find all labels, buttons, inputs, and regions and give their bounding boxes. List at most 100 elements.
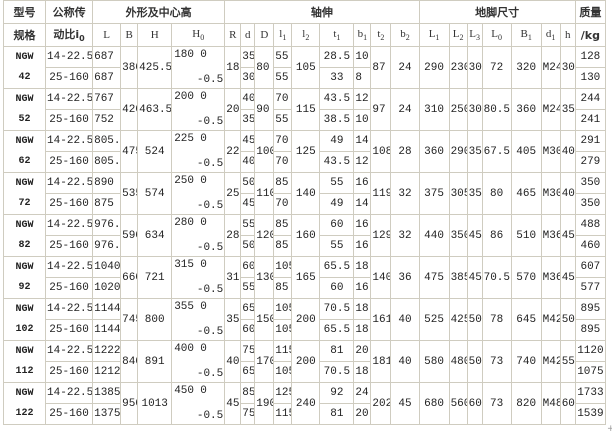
l1-cell: 85 — [273, 277, 293, 299]
h-cell: 55 — [559, 340, 576, 383]
H0-value: 200 — [174, 91, 194, 103]
L2-cell: 230 — [448, 46, 468, 89]
header-row-1: 型号 公称传 外形及中心高 轴伸 地脚尺寸 质量 — [2, 0, 607, 24]
header-col-subscript: 2 — [459, 33, 464, 43]
ratio-cell: 14-22.5 — [45, 340, 94, 362]
d-cell: 30 — [240, 67, 256, 89]
resize-handle-icon: + — [607, 424, 612, 434]
H0-tolerance-lower: -0.5 — [196, 242, 224, 254]
mass-cell: 128 — [574, 46, 607, 68]
L3-cell: 35 — [466, 172, 483, 215]
d-cell: 40 — [240, 151, 256, 173]
L-cell: 976.5 — [92, 235, 122, 257]
mass-cell: 460 — [574, 235, 607, 257]
table-row: NGW11214-22.512228408914000-0.5400751701… — [2, 340, 607, 383]
d1-cell: M36 — [540, 256, 561, 299]
model-prefix: NGW — [15, 135, 34, 147]
H0-cell: 280 0 -0.5 — [171, 214, 226, 257]
L1-cell: 580 — [418, 340, 450, 383]
L3-cell: 60 — [466, 382, 483, 425]
model-number: 102 — [15, 323, 34, 335]
d1-cell: M24 — [540, 46, 561, 89]
H0-tolerance-lower: -0.5 — [196, 410, 224, 422]
model-number: 122 — [15, 407, 34, 419]
H0-tolerance-upper: 0 — [200, 343, 207, 355]
b1-cell: 8 — [353, 67, 372, 89]
D-cell: 90 — [254, 88, 275, 131]
b2-cell: 24 — [390, 46, 420, 89]
model-prefix: NGW — [15, 387, 34, 399]
H0-tolerance-lower: -0.5 — [196, 326, 224, 338]
ratio-cell: 25-160 — [45, 319, 94, 341]
model-prefix: NGW — [15, 51, 34, 63]
model-prefix: NGW — [15, 303, 34, 315]
B-cell: 745 — [120, 298, 139, 341]
L3-cell: 50 — [466, 340, 483, 383]
D-cell: 120 — [254, 214, 275, 257]
header-col-subscript: 1 — [363, 33, 368, 43]
l1-cell: 85 — [273, 214, 293, 236]
L-cell: 687 — [92, 46, 122, 68]
L-cell: 890 — [92, 172, 122, 194]
l1-cell: 70 — [273, 88, 293, 110]
B-cell: 840 — [120, 340, 139, 383]
model-prefix: NGW — [15, 219, 34, 231]
table-row: NGW9214-22.510406607213150-0.53156013010… — [2, 256, 607, 299]
d-cell: 65 — [240, 361, 256, 383]
D-cell: 190 — [254, 382, 275, 425]
header-col: L3 — [466, 23, 483, 47]
t1-cell: 81 — [319, 340, 355, 362]
d-cell: 40 — [240, 88, 256, 110]
ratio-cell: 25-160 — [45, 361, 94, 383]
B1-cell: 740 — [510, 340, 542, 383]
t2-cell: 181 — [370, 340, 392, 383]
ratio-cell: 14-22.5 — [45, 214, 94, 236]
L0-cell: 67.5 — [481, 130, 512, 173]
table-row: NGW 122 14-22.513859501013450 0 -0.545585190… — [2, 382, 607, 425]
d-cell: 65 — [240, 298, 256, 320]
H0-tolerance-lower: -0.5 — [196, 116, 224, 128]
model-cell: NGW 72 — [2, 172, 47, 215]
L2-cell: 560 — [448, 382, 468, 425]
l2-cell: 240 — [291, 382, 321, 425]
L-cell: 805.5 — [92, 151, 122, 173]
B1-cell: 820 — [510, 382, 542, 425]
header-shape-group: 外形及中心高 — [92, 0, 226, 24]
L0-cell: 78 — [481, 298, 512, 341]
h-cell: 30 — [559, 46, 576, 89]
d-cell: 55 — [240, 277, 256, 299]
H0-tolerance-lower: -0.5 — [196, 74, 224, 86]
header-col-symbol: B — [520, 27, 528, 40]
l2-cell: 140 — [291, 172, 321, 215]
d1-cell: M24 — [540, 88, 561, 131]
d-cell: 60 — [240, 256, 256, 278]
B-cell: 535 — [120, 172, 139, 215]
mass-cell: 291 — [574, 130, 607, 152]
d-cell: 50 — [240, 172, 256, 194]
l1-cell: 70 — [273, 130, 293, 152]
b1-cell: 10 — [353, 109, 372, 131]
t1-cell: 65.5 — [319, 256, 355, 278]
header-col: t2 — [370, 23, 392, 47]
L2-cell: 480 — [448, 340, 468, 383]
table-row: NGW6214-22.5805.54755242250-0.5225451007… — [2, 130, 607, 173]
model-number: 52 — [18, 113, 31, 125]
model-number: 92 — [18, 281, 31, 293]
H0-value: 355 — [174, 301, 194, 313]
H0-cell: 180 0 -0.5 — [171, 46, 226, 89]
L-cell: 805.5 — [92, 130, 122, 152]
mass-cell: 895 — [574, 319, 607, 341]
D-cell: 110 — [254, 172, 275, 215]
D-cell: 130 — [254, 256, 275, 299]
header-ratio: 公称传 — [45, 0, 94, 24]
t1-cell: 65.5 — [319, 319, 355, 341]
H0-cell: 450 0 -0.5 — [171, 382, 226, 425]
L1-cell: 375 — [418, 172, 450, 215]
header-col-subscript: 2 — [380, 33, 385, 43]
L-cell: 767 — [92, 88, 122, 110]
b1-cell: 18 — [353, 298, 372, 320]
R-cell: 280 — [224, 214, 242, 257]
table-row: 25-160 1020 55 85 60 16 577 — [4, 277, 607, 299]
